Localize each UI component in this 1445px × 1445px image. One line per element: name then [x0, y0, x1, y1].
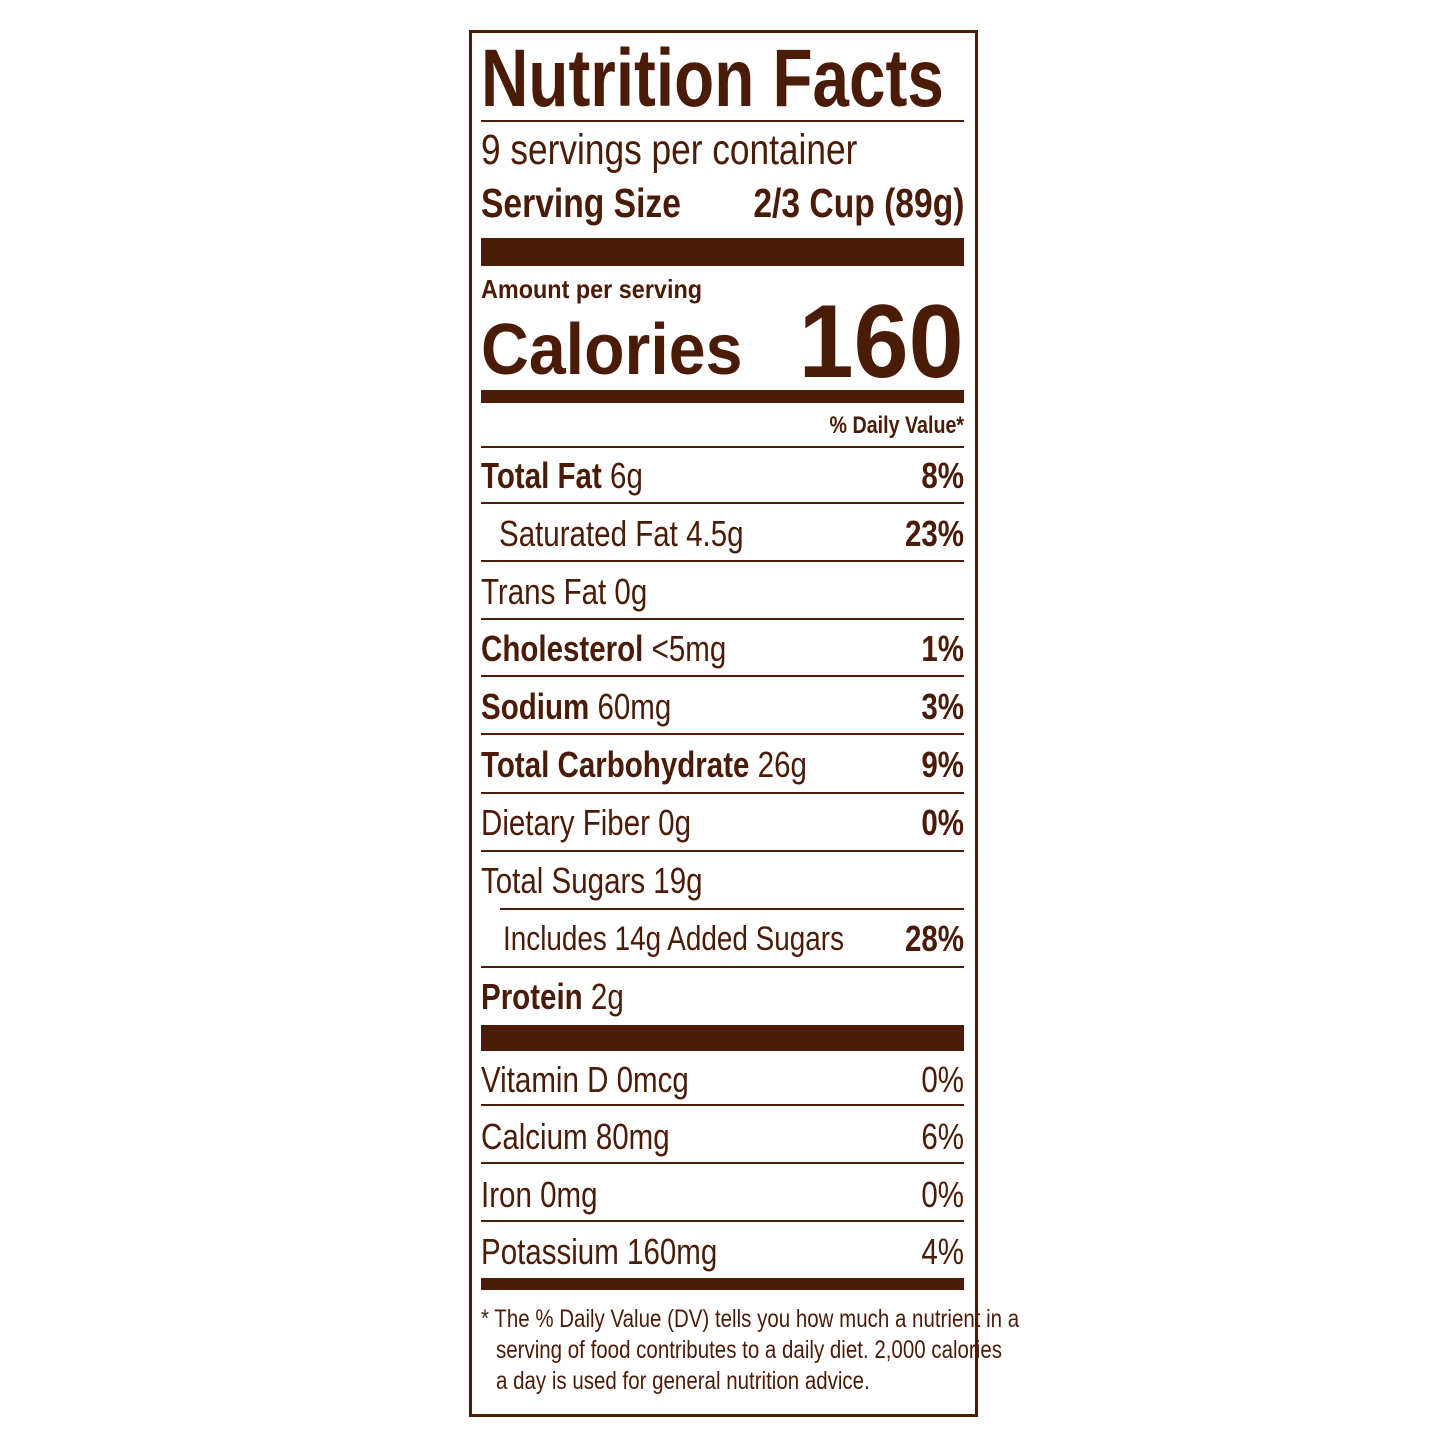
footnote-text: * The % Daily Value (DV) tells you how m…	[481, 1305, 1020, 1333]
nutrient-row-total-sugars: Total Sugars 19g	[481, 852, 964, 908]
vitamin-row-potassium: Potassium 160mg 4%	[481, 1223, 964, 1279]
divider	[481, 966, 964, 968]
nutrient-row-dietary-fiber: Dietary Fiber 0g 0%	[481, 794, 964, 850]
nutrient-row-sodium: Sodium 60mg 3%	[481, 678, 964, 734]
nutrient-amount: 0g	[658, 802, 692, 843]
calories-value-text: 160	[799, 284, 964, 400]
thick-divider	[481, 238, 964, 266]
nutrient-amount: 2g	[590, 976, 624, 1017]
vitamin-amount: 160mg	[627, 1231, 718, 1272]
nutrient-amount: 60mg	[597, 686, 672, 727]
label-title: Nutrition Facts	[481, 34, 1060, 124]
nutrient-row-saturated-fat: Saturated Fat 4.5g 23%	[481, 505, 964, 561]
nutrient-name: Includes 14g Added Sugars	[503, 920, 845, 958]
nutrient-row-cholesterol: Cholesterol <5mg 1%	[481, 620, 964, 676]
serving-size-label: Serving Size	[481, 178, 725, 228]
vitamin-dv: 0%	[921, 1174, 964, 1215]
vitamin-dv: 4%	[921, 1231, 964, 1272]
vitamin-amount: 80mg	[595, 1116, 670, 1157]
divider	[481, 560, 964, 562]
nutrient-name: Dietary Fiber	[481, 802, 650, 843]
vitamin-amount: 0mg	[540, 1174, 598, 1215]
footnote-line: * The % Daily Value (DV) tells you how m…	[481, 1304, 1019, 1335]
vitamin-dv: 0%	[921, 1059, 964, 1100]
vitamin-amount: 0mcg	[616, 1059, 689, 1100]
nutrient-name: Total Fat	[481, 455, 602, 496]
nutrition-label-border	[469, 30, 978, 1417]
nutrient-amount: 6g	[610, 455, 643, 496]
nutrient-row-total-fat: Total Fat 6g 8%	[481, 447, 964, 503]
vitamin-row-iron: Iron 0mg 0%	[481, 1166, 964, 1222]
divider	[500, 908, 964, 910]
nutrient-dv: 8%	[921, 455, 964, 496]
nutrient-row-trans-fat: Trans Fat 0g	[481, 563, 964, 619]
nutrient-row-total-carbohydrate: Total Carbohydrate 26g 9%	[481, 736, 964, 792]
footnote-text: a day is used for general nutrition advi…	[496, 1367, 870, 1395]
servings-text: 9 servings per container	[481, 126, 858, 174]
vitamin-name: Potassium	[481, 1231, 619, 1272]
divider	[481, 502, 964, 504]
daily-value-header: % Daily Value*	[800, 411, 964, 441]
nutrient-dv: 28%	[904, 918, 964, 959]
divider	[481, 618, 964, 620]
nutrient-amount: <5mg	[651, 628, 727, 669]
vitamin-name: Calcium	[481, 1116, 588, 1157]
nutrient-name: Cholesterol	[481, 628, 644, 669]
vitamin-row-calcium: Calcium 80mg 6%	[481, 1108, 964, 1164]
divider	[481, 733, 964, 735]
nutrient-amount: 4.5g	[686, 513, 744, 554]
serving-size-value: 2/3 Cup (89g)	[707, 178, 964, 228]
nutrient-dv: 23%	[904, 513, 964, 554]
nutrient-amount: 19g	[653, 860, 703, 901]
calories-value: 160	[790, 290, 964, 394]
nutrient-dv: 1%	[921, 628, 964, 669]
servings-per-container: 9 servings per container	[481, 124, 940, 176]
vitamin-row-vitamin-d: Vitamin D 0mcg 0%	[481, 1051, 964, 1107]
divider	[481, 446, 964, 448]
medium-divider	[481, 390, 964, 403]
serving-size-label-text: Serving Size	[481, 180, 681, 226]
nutrient-row-protein: Protein 2g	[481, 968, 964, 1024]
amount-per-serving: Amount per serving	[481, 274, 727, 304]
footnote-text: serving of food contributes to a daily d…	[496, 1336, 1002, 1364]
nutrient-name: Trans Fat	[481, 571, 607, 612]
vitamin-dv: 6%	[921, 1116, 964, 1157]
title-text: Nutrition Facts	[481, 33, 944, 124]
nutrient-dv: 0%	[921, 802, 964, 843]
nutrient-name: Protein	[481, 976, 583, 1017]
medium-divider	[481, 1278, 964, 1290]
nutrient-dv: 9%	[921, 744, 964, 785]
thick-divider	[481, 1025, 964, 1051]
nutrient-row-added-sugars: Includes 14g Added Sugars 28%	[481, 910, 964, 966]
divider	[481, 120, 964, 122]
footnote-line: a day is used for general nutrition advi…	[496, 1366, 996, 1397]
nutrient-name: Total Carbohydrate	[481, 744, 750, 785]
nutrient-dv: 3%	[921, 686, 964, 727]
divider	[481, 850, 964, 852]
divider	[481, 675, 964, 677]
nutrient-name: Saturated Fat	[499, 513, 678, 554]
calories-label-text: Calories	[481, 310, 743, 390]
amount-per-serving-text: Amount per serving	[481, 274, 703, 304]
divider	[481, 1162, 964, 1164]
nutrient-name: Total Sugars	[481, 860, 646, 901]
nutrient-name: Sodium	[481, 686, 590, 727]
nutrient-amount: 26g	[757, 744, 807, 785]
divider	[481, 792, 964, 794]
daily-value-header-text: % Daily Value*	[829, 412, 964, 439]
divider	[481, 1104, 964, 1106]
nutrient-amount: 0g	[614, 571, 648, 612]
vitamin-name: Iron	[481, 1174, 532, 1215]
calories-label: Calories	[481, 306, 765, 394]
footnote-line: serving of food contributes to a daily d…	[496, 1335, 1002, 1366]
serving-size-value-text: 2/3 Cup (89g)	[752, 180, 964, 226]
vitamin-name: Vitamin D	[481, 1059, 609, 1100]
divider	[481, 1220, 964, 1222]
